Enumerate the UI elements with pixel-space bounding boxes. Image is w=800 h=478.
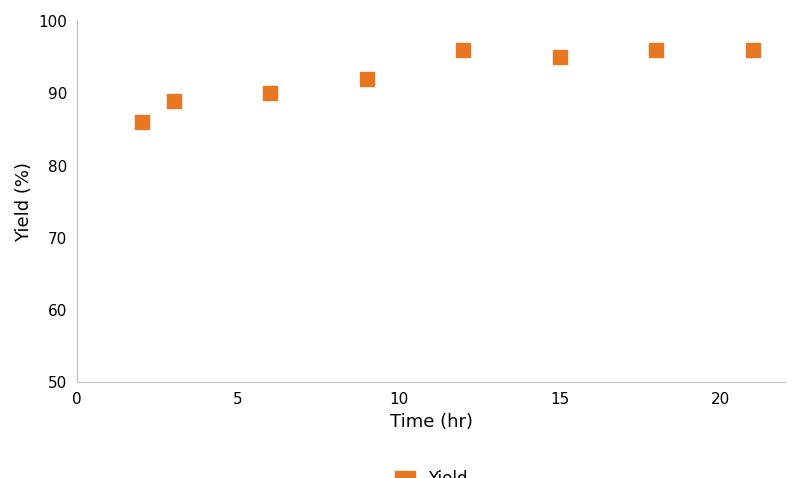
Point [135, 119, 148, 126]
Point [457, 46, 470, 54]
X-axis label: Time (hr): Time (hr) [390, 413, 473, 431]
Point [264, 89, 277, 97]
Point [650, 46, 662, 54]
Point [167, 97, 180, 104]
Point [554, 54, 566, 61]
Y-axis label: Yield (%): Yield (%) [15, 162, 33, 242]
Point [360, 75, 373, 83]
Legend: Yield: Yield [388, 463, 474, 478]
Point [746, 46, 759, 54]
